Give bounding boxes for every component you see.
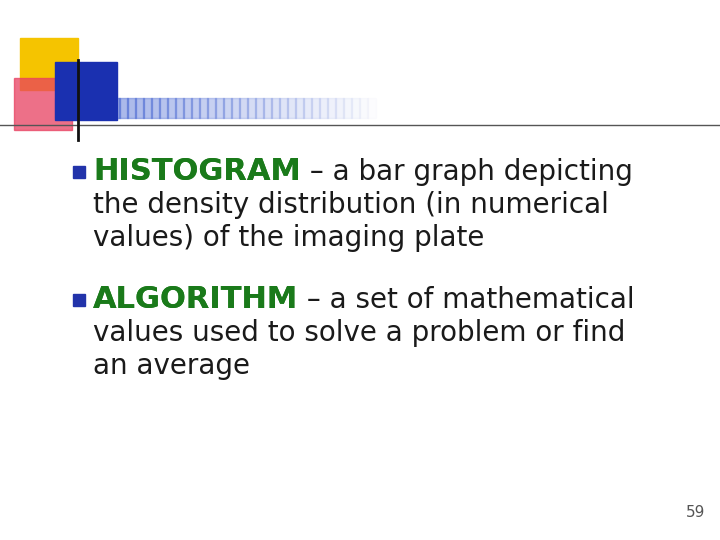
Text: 59: 59 <box>685 505 705 520</box>
Bar <box>20 38 78 90</box>
Text: – a bar graph depicting: – a bar graph depicting <box>301 158 633 186</box>
Text: HISTOGRAM: HISTOGRAM <box>93 158 301 186</box>
Bar <box>319 98 328 118</box>
Bar <box>351 98 360 118</box>
Bar <box>183 98 192 118</box>
Text: ALGORITHM: ALGORITHM <box>93 286 298 314</box>
Bar <box>14 78 72 130</box>
Bar <box>63 98 72 118</box>
Bar <box>311 98 320 118</box>
Bar <box>79 98 88 118</box>
Bar <box>223 98 232 118</box>
Bar <box>247 98 256 118</box>
Bar <box>255 98 264 118</box>
Bar <box>191 98 200 118</box>
Bar <box>95 98 104 118</box>
Bar <box>71 98 80 118</box>
Bar <box>103 98 112 118</box>
Bar <box>175 98 184 118</box>
Bar <box>239 98 248 118</box>
Text: values) of the imaging plate: values) of the imaging plate <box>93 224 485 252</box>
Bar <box>143 98 152 118</box>
Bar <box>231 98 240 118</box>
Bar <box>327 98 336 118</box>
Bar <box>55 98 64 118</box>
Text: – a set of mathematical: – a set of mathematical <box>298 286 635 314</box>
Bar <box>271 98 280 118</box>
Bar <box>199 98 208 118</box>
Bar <box>359 98 368 118</box>
Bar <box>167 98 176 118</box>
Text: HISTOGRAM: HISTOGRAM <box>93 158 301 186</box>
Bar <box>55 62 117 120</box>
Bar <box>343 98 352 118</box>
Bar <box>215 98 224 118</box>
Bar <box>127 98 136 118</box>
Bar <box>111 98 120 118</box>
Text: values used to solve a problem or find: values used to solve a problem or find <box>93 319 626 347</box>
Bar <box>73 166 85 178</box>
Bar <box>287 98 296 118</box>
Bar <box>159 98 168 118</box>
Bar <box>207 98 216 118</box>
Bar <box>73 294 85 306</box>
Bar <box>367 98 376 118</box>
Bar <box>135 98 144 118</box>
Bar <box>87 98 96 118</box>
Bar <box>295 98 304 118</box>
Bar <box>303 98 312 118</box>
Text: the density distribution (in numerical: the density distribution (in numerical <box>93 191 609 219</box>
Text: ALGORITHM: ALGORITHM <box>93 286 298 314</box>
Bar <box>263 98 272 118</box>
Bar <box>279 98 288 118</box>
Bar <box>151 98 160 118</box>
Bar <box>335 98 344 118</box>
Text: an average: an average <box>93 352 250 380</box>
Bar <box>119 98 128 118</box>
